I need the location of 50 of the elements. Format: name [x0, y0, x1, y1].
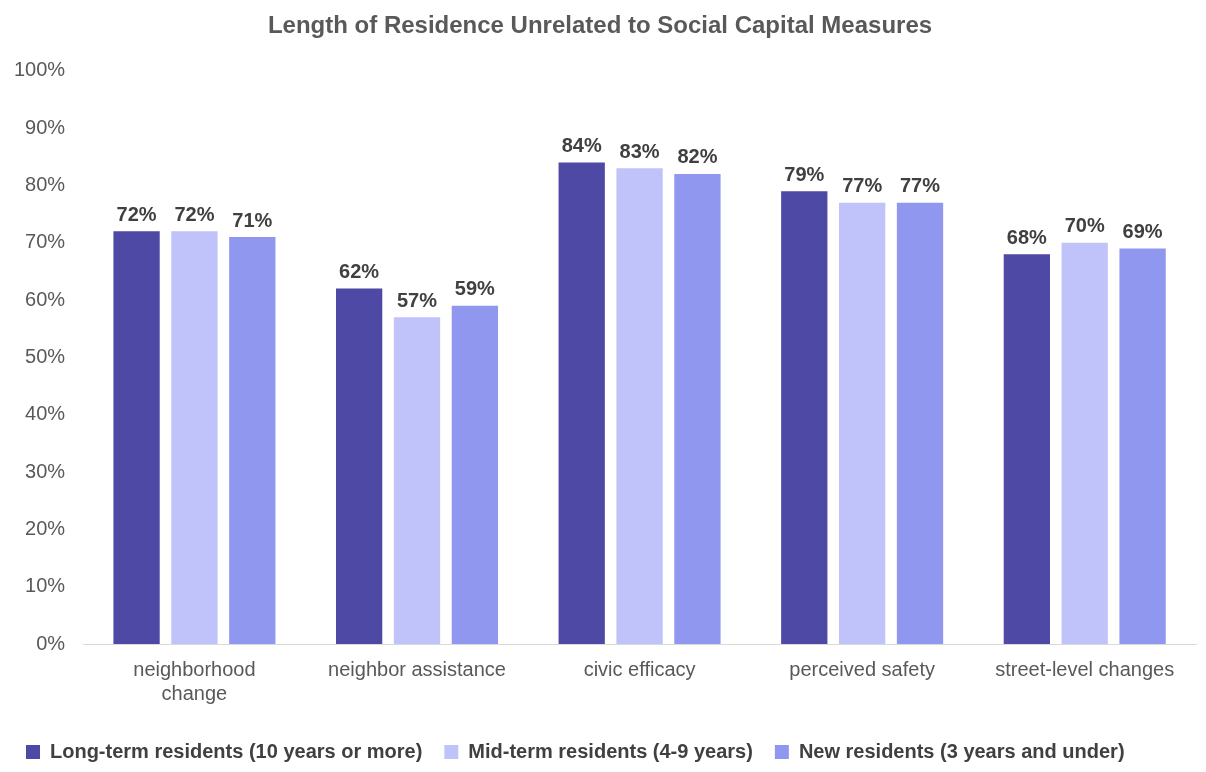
x-tick-label: street-level changes [995, 657, 1175, 680]
bar [1003, 254, 1050, 644]
legend-label: Long-term residents (10 years or more) [50, 739, 423, 762]
data-label: 70% [1064, 214, 1105, 237]
data-label: 82% [677, 145, 718, 168]
x-tick-label: neighbor assistance [328, 657, 506, 680]
bar [616, 168, 663, 644]
bar [393, 317, 441, 644]
y-tick-label: 80% [25, 172, 66, 195]
x-tick-label: perceived safety [789, 657, 935, 680]
data-label: 62% [339, 260, 380, 283]
data-label: 77% [842, 174, 883, 197]
data-label: 71% [232, 208, 273, 231]
y-tick-label: 100% [14, 58, 66, 81]
chart-title: Length of Residence Unrelated to Social Capital Measures [267, 11, 933, 39]
bar [451, 305, 499, 644]
bar [1119, 248, 1166, 644]
y-tick-label: 0% [36, 631, 66, 654]
x-tick-label: civic efficacy [583, 657, 696, 680]
y-tick-label: 30% [25, 459, 66, 482]
bar [171, 231, 218, 644]
data-label: 68% [1006, 225, 1048, 248]
data-label: 72% [174, 202, 215, 225]
data-label: 57% [396, 288, 438, 311]
y-tick-label: 90% [25, 115, 66, 138]
legend-label: Mid-term residents (4-9 years) [468, 739, 753, 762]
bar [674, 173, 721, 644]
bar [558, 162, 605, 644]
y-tick-label: 70% [25, 230, 66, 253]
data-label: 69% [1122, 220, 1163, 243]
bar [335, 288, 383, 644]
y-tick-label: 60% [25, 287, 66, 310]
data-label: 84% [561, 134, 602, 157]
legend-label: New residents (3 years and under) [798, 739, 1125, 762]
data-label: 72% [116, 202, 157, 225]
data-label: 77% [900, 174, 941, 197]
bar [1061, 242, 1108, 644]
x-tick-label: neighborhood change [133, 657, 256, 704]
bar [781, 191, 828, 644]
y-tick-label: 40% [25, 402, 66, 425]
bar [896, 202, 944, 644]
data-label: 79% [784, 162, 825, 185]
bar [113, 231, 160, 644]
bar [229, 237, 276, 644]
y-tick-label: 10% [25, 574, 66, 597]
data-label: 59% [454, 277, 496, 300]
y-tick-label: 50% [25, 344, 66, 367]
bar [839, 202, 886, 644]
y-tick-label: 20% [25, 516, 66, 539]
data-label: 83% [619, 139, 660, 162]
